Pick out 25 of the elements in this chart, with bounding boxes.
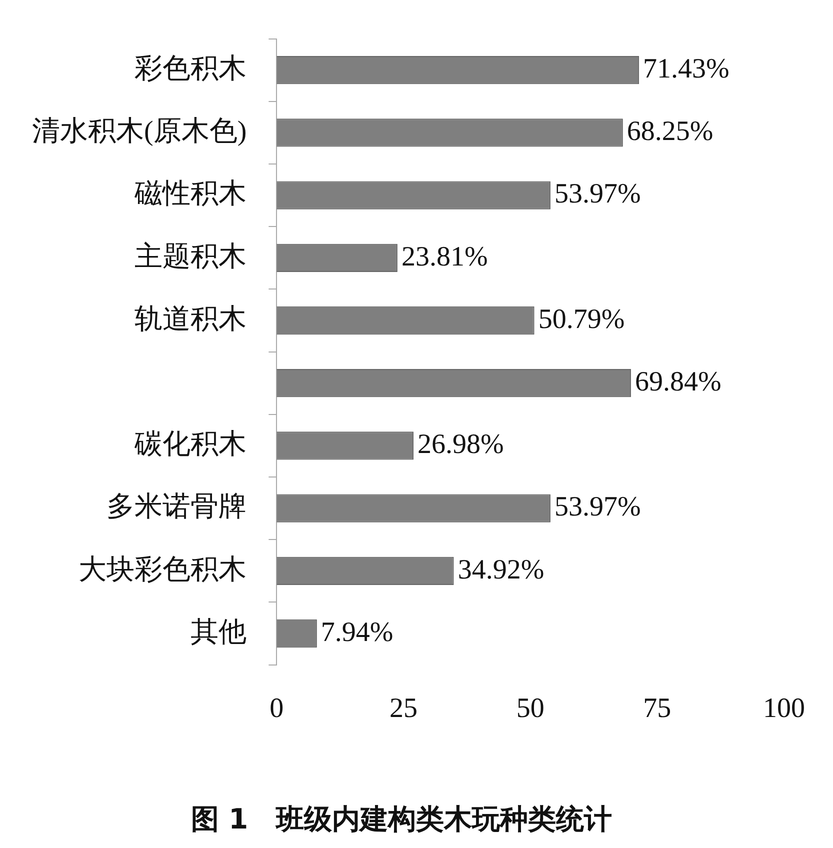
data-label: 50.79% [538,304,625,335]
x-tick-label: 75 [643,692,672,724]
data-label: 23.81% [401,241,488,272]
y-tick-label: 彩色积木 [134,53,247,84]
data-label: 7.94% [320,616,394,648]
x-tick-label: 0 [270,692,284,724]
y-tick-label: 其他 [190,616,247,648]
y-tick-label: 磁性积木 [134,178,247,210]
data-label: 68.25% [626,116,714,148]
y-tick-label: 主题积木 [134,241,247,272]
x-tick-label: 50 [516,692,544,724]
y-tick-label: 轨道积木 [134,304,247,335]
y-tick-label: 大块彩色积木 [78,554,247,586]
data-label: 71.43% [643,53,730,84]
data-label: 26.98% [418,429,504,460]
text: 图 1 班级内建构类木玩种类统计 [190,802,612,836]
data-label: 53.97% [554,492,641,523]
data-label: 69.84% [634,366,722,398]
data-label: 53.97% [554,178,641,210]
data-label: 34.92% [458,554,544,586]
x-tick-label: 25 [389,692,418,724]
y-tick-label: 多米诺骨牌 [106,492,247,523]
x-tick-label: 100 [763,692,805,724]
y-tick-label: 清水积木(原木色) [32,116,247,148]
y-tick-label: 碳化积木 [134,429,247,460]
